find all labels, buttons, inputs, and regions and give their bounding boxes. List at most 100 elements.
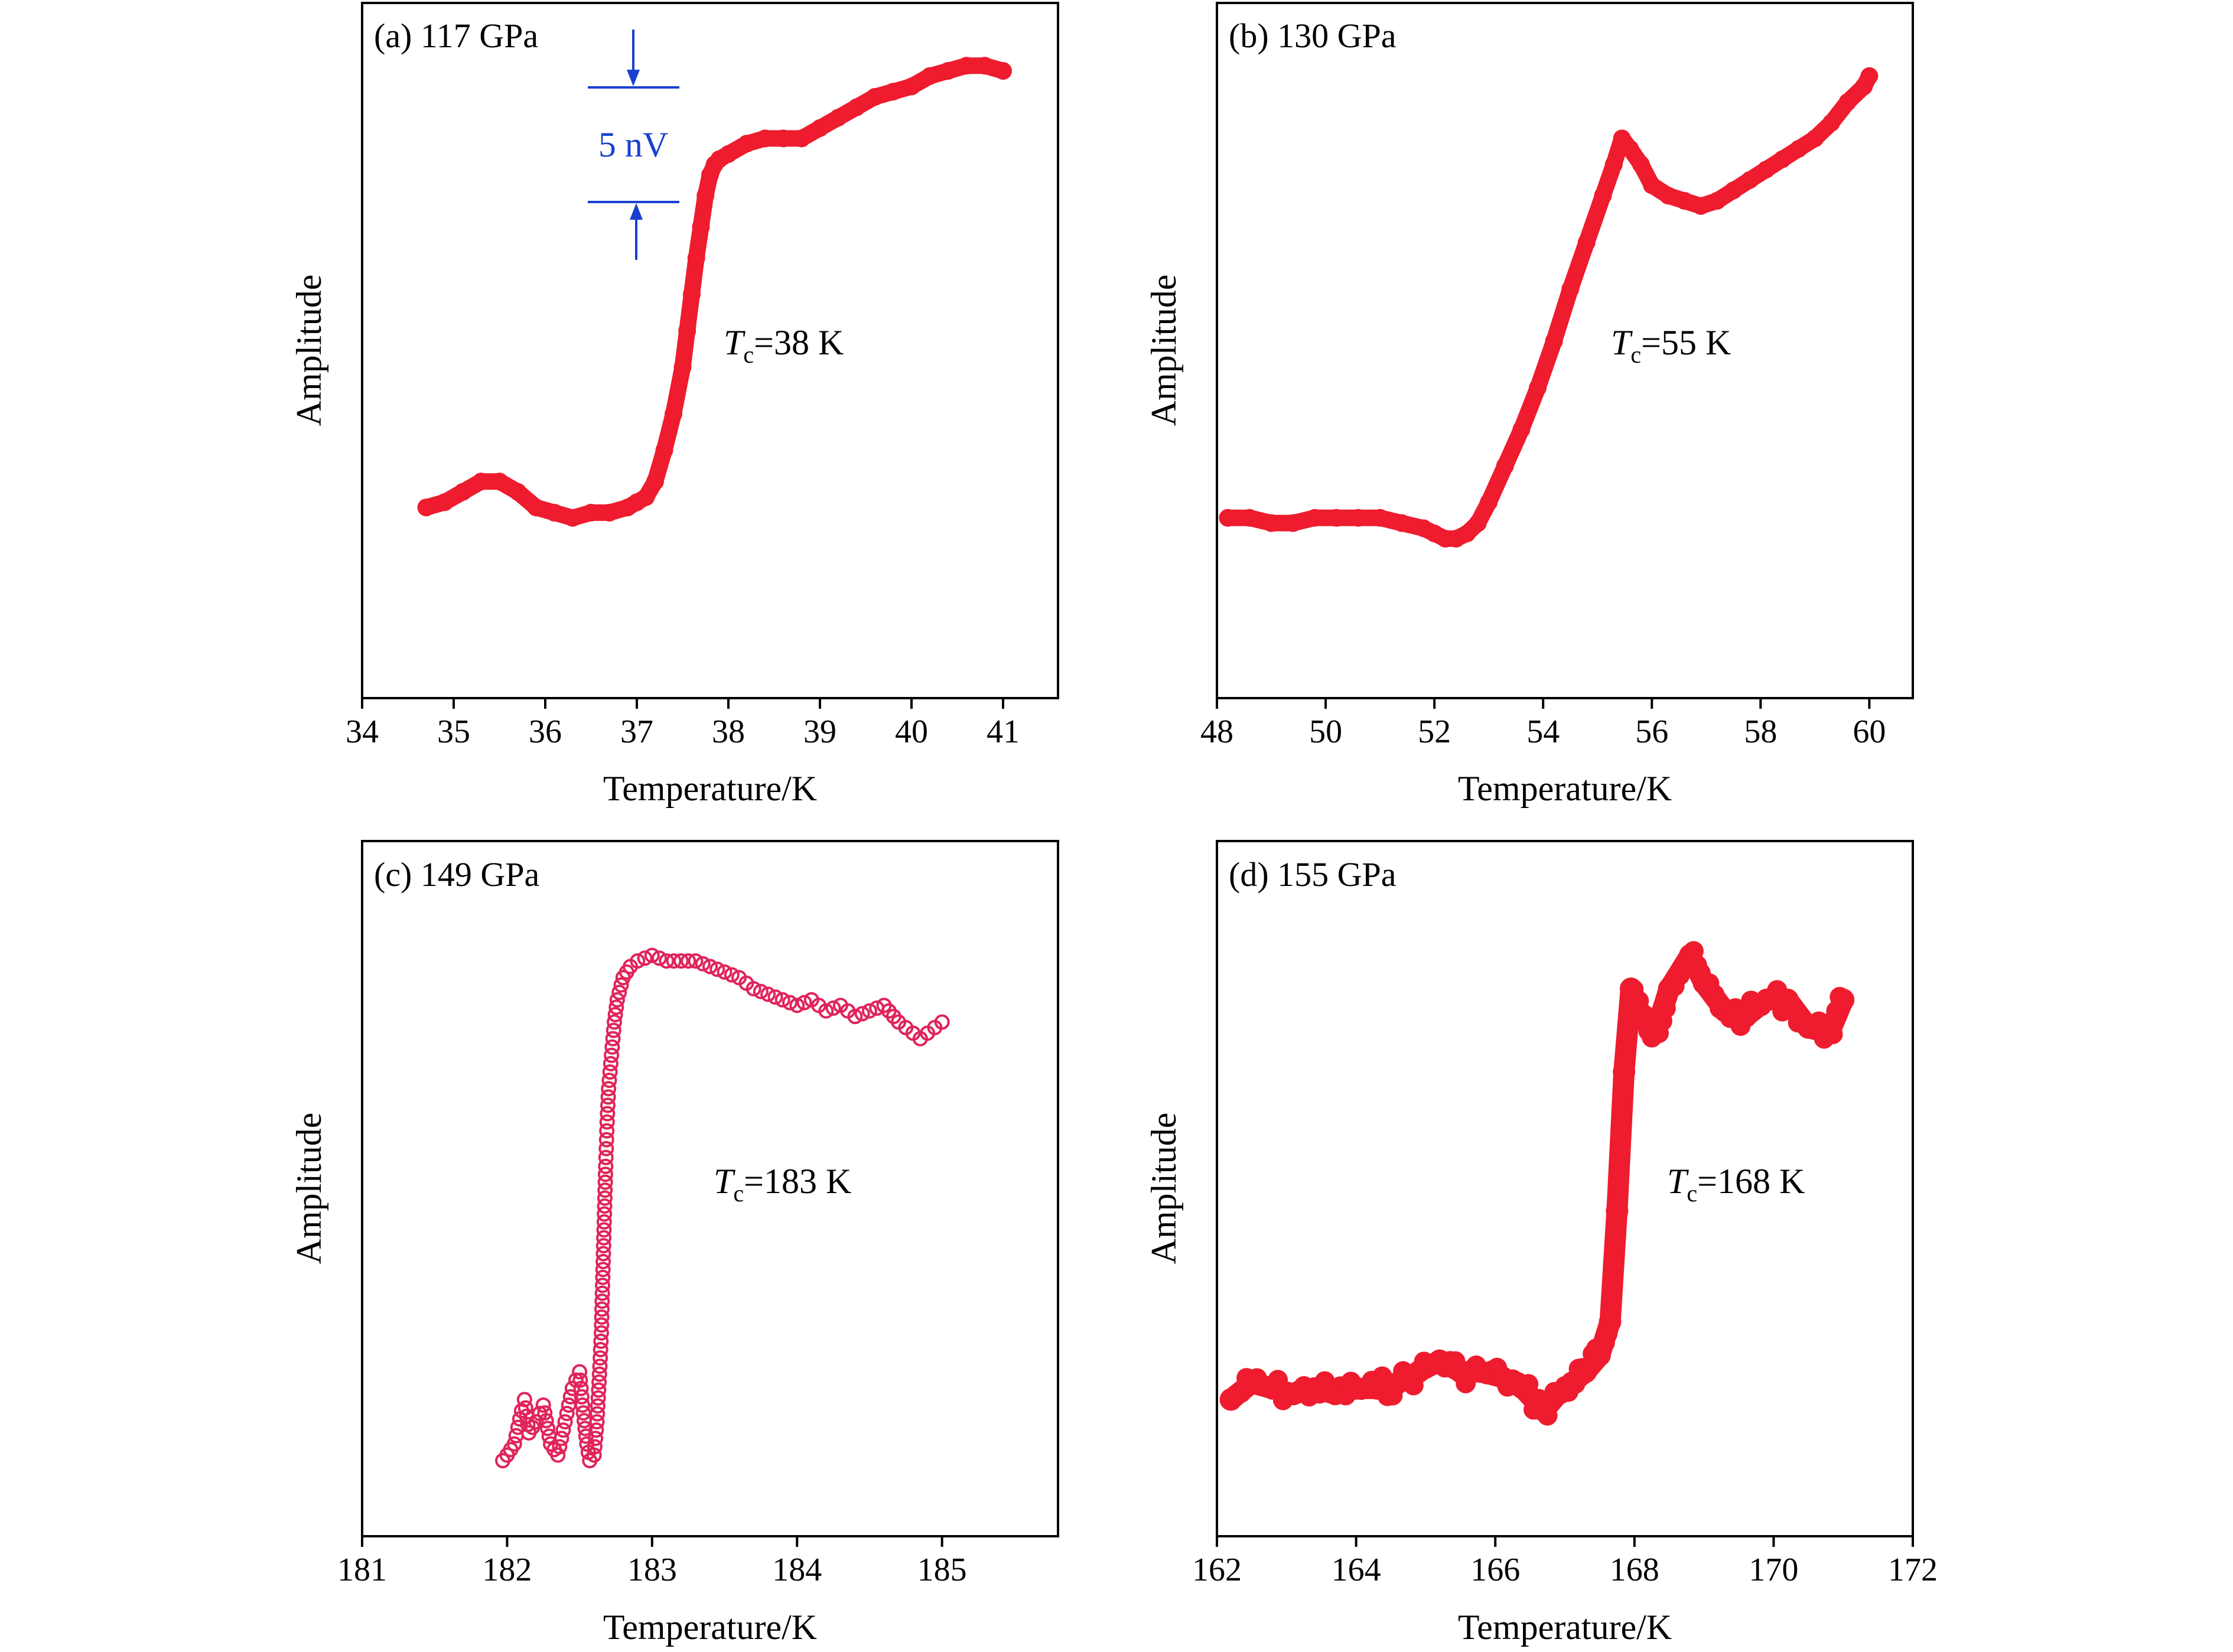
noise-point xyxy=(1268,1370,1288,1390)
x-tick-label: 164 xyxy=(1332,1552,1381,1588)
x-tick-label: 185 xyxy=(917,1552,967,1588)
data-point xyxy=(564,509,582,527)
data-point xyxy=(1708,192,1726,210)
data-point xyxy=(597,1190,613,1206)
data-point xyxy=(562,1389,578,1405)
panel-c: 181 182 183 184 185 (c) 149 GPa Temperature/… xyxy=(289,840,1059,1647)
data-point xyxy=(550,1447,566,1463)
scale-bar-top-arrowhead xyxy=(627,70,640,86)
data-point xyxy=(517,1400,533,1416)
data-point xyxy=(611,985,627,1001)
data-point xyxy=(604,1047,620,1063)
noise-point xyxy=(1617,1019,1638,1040)
data-point xyxy=(1599,1311,1622,1333)
data-point xyxy=(600,504,619,522)
data-point xyxy=(593,1350,608,1366)
data-point xyxy=(564,1380,580,1396)
scale-bar-bottom-arrowhead xyxy=(630,203,643,220)
x-tick-label: 52 xyxy=(1418,713,1451,750)
data-point xyxy=(720,145,737,163)
noise-point xyxy=(1635,1005,1655,1025)
data-point xyxy=(774,129,792,148)
panel-b-xlabel: Temperature/K xyxy=(1458,769,1672,808)
data-point xyxy=(1371,509,1389,527)
data-point xyxy=(595,1253,611,1269)
data-point xyxy=(789,998,805,1014)
data-point xyxy=(557,1414,573,1430)
data-point xyxy=(596,1214,612,1230)
data-point xyxy=(506,1436,522,1452)
data-point xyxy=(1789,140,1808,158)
tc-subscript: c xyxy=(743,341,754,368)
data-point xyxy=(573,1380,589,1396)
data-point xyxy=(509,483,527,501)
x-tick-label: 58 xyxy=(1744,713,1777,750)
data-point xyxy=(665,405,682,423)
x-tick-label: 41 xyxy=(987,713,1020,750)
tc-value: =38 K xyxy=(754,323,844,362)
panel-d: 162 164 166 168 170 172 (d) 155 GPa Temperatu… xyxy=(1144,840,1938,1647)
data-point xyxy=(921,67,939,85)
data-point xyxy=(590,1406,606,1422)
data-point xyxy=(717,964,733,980)
data-point xyxy=(582,504,600,522)
x-tick-label: 170 xyxy=(1749,1552,1798,1588)
data-point xyxy=(540,1420,556,1436)
data-point xyxy=(1838,93,1857,111)
data-point xyxy=(1604,155,1623,174)
data-point xyxy=(681,953,696,969)
data-point xyxy=(575,1397,591,1413)
x-tick-label: 39 xyxy=(803,713,836,750)
data-point xyxy=(1284,514,1302,532)
data-point xyxy=(646,473,664,491)
data-point xyxy=(598,1141,614,1156)
data-point xyxy=(545,504,564,522)
data-point xyxy=(528,1414,544,1430)
data-point xyxy=(687,249,705,267)
panel-d-ylabel: Amplitude xyxy=(1144,1113,1183,1265)
panel-d-title: (d) 155 GPa xyxy=(1229,855,1397,894)
data-point xyxy=(630,953,646,969)
data-point xyxy=(884,83,902,101)
data-point xyxy=(994,62,1012,80)
data-point xyxy=(554,1431,569,1446)
data-point xyxy=(1832,988,1855,1011)
data-point xyxy=(825,1000,841,1016)
x-tick-label: 34 xyxy=(346,713,379,750)
data-point xyxy=(537,1405,553,1421)
panel-d-xlabel: Temperature/K xyxy=(1458,1608,1672,1647)
x-tick-label: 172 xyxy=(1888,1552,1938,1588)
panel-a-ylabel: Amplitude xyxy=(289,275,328,426)
data-point xyxy=(709,962,725,977)
noise-point xyxy=(1655,998,1676,1019)
data-point xyxy=(1594,187,1612,205)
data-point xyxy=(577,1420,593,1436)
data-point xyxy=(591,1374,607,1390)
data-point xyxy=(746,981,761,996)
data-point xyxy=(595,1262,611,1278)
data-point xyxy=(613,977,629,993)
noise-point xyxy=(1610,1130,1631,1151)
data-point xyxy=(854,1006,870,1022)
data-point xyxy=(774,992,790,1008)
data-point xyxy=(435,493,454,511)
data-point xyxy=(738,135,756,153)
panel-c-frame xyxy=(361,840,1059,1537)
x-tick-label: 35 xyxy=(437,713,470,750)
data-point xyxy=(958,57,975,75)
data-point xyxy=(597,1166,613,1182)
tc-subscript: c xyxy=(733,1180,744,1207)
noise-point xyxy=(1601,1295,1622,1315)
data-point xyxy=(1327,509,1346,527)
x-tick-label: 48 xyxy=(1200,713,1233,750)
data-point xyxy=(1632,155,1650,174)
data-point xyxy=(695,956,711,972)
data-point xyxy=(1724,181,1743,200)
x-tick-label: 168 xyxy=(1610,1552,1659,1588)
data-point xyxy=(591,1382,607,1398)
data-point xyxy=(848,98,865,116)
data-point xyxy=(818,1003,834,1019)
data-point xyxy=(1675,192,1694,210)
data-point xyxy=(604,1039,620,1055)
tc-symbol: T xyxy=(714,1162,735,1201)
